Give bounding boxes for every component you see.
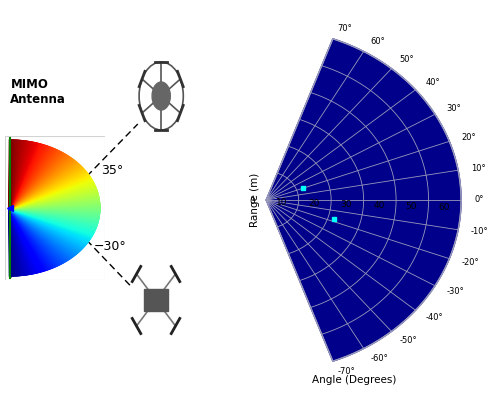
Text: 10°: 10°	[471, 164, 486, 173]
Text: MIMO
Antenna: MIMO Antenna	[10, 78, 66, 106]
Text: -20°: -20°	[462, 258, 479, 267]
Text: -30°: -30°	[446, 287, 464, 296]
Text: 60°: 60°	[370, 37, 385, 46]
Text: 60: 60	[438, 203, 450, 212]
Text: 35°: 35°	[102, 164, 124, 176]
Text: -60°: -60°	[370, 354, 388, 363]
Text: 30: 30	[340, 200, 352, 209]
Text: Angle (Degrees): Angle (Degrees)	[312, 376, 396, 386]
Text: -10°: -10°	[471, 227, 488, 236]
Text: 10: 10	[276, 198, 287, 207]
Text: 30°: 30°	[446, 104, 461, 113]
Polygon shape	[266, 39, 461, 361]
Text: 50: 50	[406, 202, 417, 211]
Text: 0: 0	[249, 197, 255, 206]
Text: 40°: 40°	[426, 78, 440, 87]
Text: -50°: -50°	[400, 336, 417, 345]
Circle shape	[152, 82, 171, 110]
Text: 50°: 50°	[400, 55, 414, 64]
Text: 20: 20	[308, 199, 320, 208]
Text: -40°: -40°	[426, 313, 443, 322]
Bar	[144, 289, 168, 311]
Text: 40: 40	[374, 201, 384, 210]
Text: −30°: −30°	[94, 240, 126, 252]
Text: 20°: 20°	[462, 133, 476, 142]
Text: 0°: 0°	[474, 196, 484, 204]
Text: Range (m): Range (m)	[250, 173, 260, 227]
Text: -70°: -70°	[338, 367, 355, 376]
Text: 70°: 70°	[338, 24, 352, 33]
